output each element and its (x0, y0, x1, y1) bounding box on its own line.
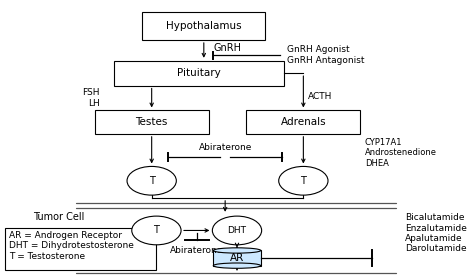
Text: Testes: Testes (136, 117, 168, 127)
Circle shape (212, 216, 262, 245)
Text: Pituitary: Pituitary (177, 68, 221, 78)
Text: AR: AR (230, 253, 244, 263)
Text: Bicalutamide
Enzalutamide
Apalutamide
Darolutamide: Bicalutamide Enzalutamide Apalutamide Da… (405, 213, 467, 253)
Text: GnRH Agonist
GnRH Antagonist: GnRH Agonist GnRH Antagonist (287, 46, 365, 65)
Text: Abiraterone: Abiraterone (170, 246, 223, 255)
Text: AR = Androgen Receptor
DHT = Dihydrotestosterone
T = Testosterone: AR = Androgen Receptor DHT = Dihydrotest… (9, 231, 134, 261)
Circle shape (127, 166, 176, 195)
Text: Tumor Cell: Tumor Cell (33, 212, 84, 222)
FancyBboxPatch shape (142, 12, 265, 40)
Circle shape (132, 216, 181, 245)
Ellipse shape (213, 248, 261, 253)
Text: GnRH: GnRH (213, 43, 241, 53)
Text: Adrenals: Adrenals (281, 117, 326, 127)
FancyBboxPatch shape (213, 251, 261, 266)
Text: DHT: DHT (228, 226, 246, 235)
Ellipse shape (213, 263, 261, 268)
Text: ACTH: ACTH (308, 92, 332, 101)
FancyBboxPatch shape (5, 228, 156, 270)
Text: Abiraterone: Abiraterone (199, 143, 252, 152)
Text: Hypothalamus: Hypothalamus (166, 21, 242, 31)
FancyBboxPatch shape (95, 110, 209, 134)
Text: T: T (149, 176, 155, 186)
Text: CYP17A1
Androstenedione
DHEA: CYP17A1 Androstenedione DHEA (365, 138, 437, 168)
Text: T: T (154, 225, 159, 235)
FancyBboxPatch shape (114, 61, 284, 86)
Circle shape (279, 166, 328, 195)
FancyBboxPatch shape (246, 110, 360, 134)
Text: T: T (301, 176, 306, 186)
Text: FSH
LH: FSH LH (82, 88, 100, 108)
